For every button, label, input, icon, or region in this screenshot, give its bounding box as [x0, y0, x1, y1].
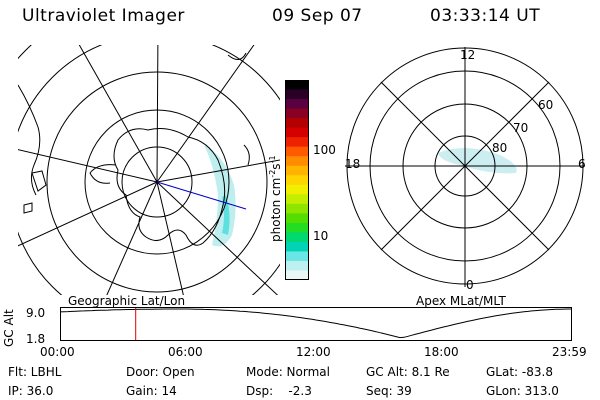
coast-fragment [243, 144, 250, 166]
instrument-title: Ultraviolet Imager [22, 6, 185, 26]
island [23, 202, 33, 214]
coast-fragment [227, 52, 247, 60]
island [31, 170, 47, 192]
colorbar-swatch [285, 118, 309, 129]
geographic-caption: Geographic Lat/Lon [68, 294, 186, 308]
altitude-y-top: 9.0 [26, 306, 46, 320]
satellite-direction-line [156, 181, 247, 210]
colorbar [285, 80, 309, 280]
observation-time: 03:33:14 UT [430, 6, 541, 26]
south-america-coast [18, 84, 41, 196]
ip-status: IP: 36.0 [8, 384, 54, 398]
seq-status: Seq: 39 [366, 384, 412, 398]
filter-status: Flt: LBHL [8, 365, 62, 379]
dsp-status: Dsp: -2.3 [246, 384, 312, 398]
latitude-circles [18, 45, 280, 295]
gain-status: Gain: 14 [126, 384, 177, 398]
colorbar-swatch [285, 260, 309, 271]
mlt-label-18: 18 [345, 157, 361, 171]
mlat-label-60: 60 [538, 98, 554, 112]
altitude-axis-label: GC Alt [2, 309, 16, 347]
colorbar-swatch [285, 184, 309, 195]
colorbar-swatch [285, 203, 309, 214]
altitude-plot-frame [60, 307, 572, 341]
colorbar-swatch [285, 222, 309, 233]
colorbar-swatch [285, 146, 309, 157]
x-tick-2359: 23:59 [552, 345, 587, 359]
magnetic-map [345, 47, 585, 287]
altitude-plot [60, 307, 572, 341]
colorbar-swatch [285, 241, 309, 252]
gc-alt-status: GC Alt: 8.1 Re [366, 365, 450, 379]
colorbar-swatch [285, 232, 309, 243]
geographic-map [18, 45, 280, 295]
colorbar-swatch [285, 80, 309, 91]
mlt-label-0: 0 [466, 278, 474, 292]
colorbar-swatch [285, 137, 309, 148]
longitude-meridians [18, 45, 280, 295]
glon-status: GLon: 313.0 [486, 384, 559, 398]
x-tick-0600: 06:00 [168, 345, 203, 359]
apex-caption: Apex MLat/MLT [416, 294, 506, 308]
mlt-label-6: 6 [578, 157, 586, 171]
altitude-curve [60, 308, 572, 339]
colorbar-tick-10: 10 [313, 229, 329, 243]
x-tick-0000: 00:00 [40, 345, 75, 359]
observation-date: 09 Sep 07 [272, 6, 363, 26]
colorbar-tick-100: 100 [313, 143, 336, 157]
colorbar-swatch [285, 89, 309, 100]
colorbar-unit-label: photon cm-2s-1 [268, 155, 283, 242]
colorbar-swatch [285, 251, 309, 262]
mlat-label-70: 70 [513, 121, 529, 135]
mode-status: Mode: Normal [246, 365, 330, 379]
colorbar-swatch [285, 175, 309, 186]
colorbar-swatch [285, 108, 309, 119]
colorbar-swatch [285, 127, 309, 138]
colorbar-swatch [285, 156, 309, 167]
colorbar-frame [285, 80, 309, 280]
x-tick-1800: 18:00 [424, 345, 459, 359]
x-tick-1200: 12:00 [296, 345, 331, 359]
aurora-bright-band [222, 195, 230, 235]
colorbar-swatch [285, 165, 309, 176]
colorbar-swatch [285, 99, 309, 110]
antarctica-coastline [113, 128, 226, 246]
aurora-oval [438, 147, 517, 174]
colorbar-swatch [285, 194, 309, 205]
antarctic-peninsula [89, 164, 117, 184]
glat-status: GLat: -83.8 [486, 365, 553, 379]
colorbar-swatch [285, 270, 309, 280]
colorbar-swatch [285, 213, 309, 224]
mlat-label-80: 80 [492, 141, 508, 155]
door-status: Door: Open [126, 365, 195, 379]
altitude-y-bottom: 1.8 [26, 332, 46, 346]
mlt-label-12: 12 [460, 48, 476, 62]
